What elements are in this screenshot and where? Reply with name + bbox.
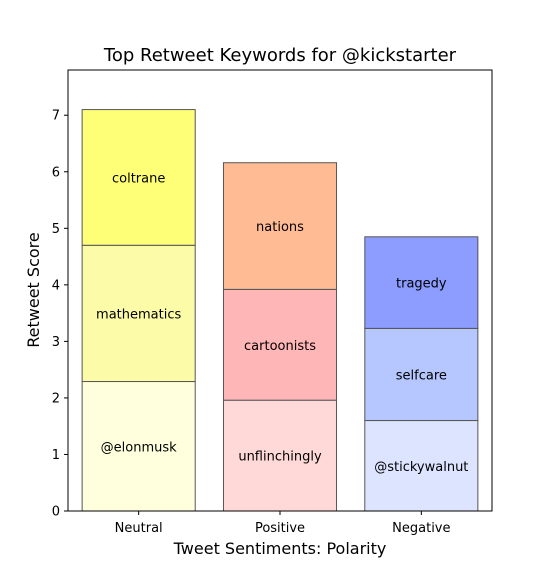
x-tick-label: Neutral: [115, 521, 163, 536]
segment-label: tragedy: [396, 277, 447, 292]
bar-segment: [222, 288, 338, 401]
x-tick-label: Negative: [392, 521, 450, 536]
bar-segment: [222, 162, 338, 290]
y-tick-label: 6: [52, 165, 60, 180]
y-tick-label: 0: [52, 505, 60, 520]
y-tick-label: 1: [52, 448, 60, 463]
bar-segment: [81, 381, 196, 512]
segment-label: unflinchingly: [238, 450, 322, 465]
x-axis-label: Tweet Sentiments: Polarity: [173, 539, 387, 558]
segment-label: mathematics: [96, 307, 181, 322]
segment-label: coltrane: [112, 171, 165, 186]
segment-label: nations: [256, 220, 304, 235]
x-tick-label: Positive: [255, 521, 305, 536]
bar-segment: [364, 236, 479, 329]
segment-label: cartoonists: [244, 339, 316, 354]
segment-label: selfcare: [396, 368, 447, 383]
y-tick-label: 2: [52, 391, 60, 406]
bar-segment: [81, 109, 196, 246]
y-axis-label: Retweet Score: [24, 232, 43, 347]
segment-label: @elonmusk: [101, 440, 177, 455]
bar-segment: [364, 327, 479, 422]
y-tick-label: 5: [52, 222, 60, 237]
y-tick-label: 7: [52, 109, 60, 124]
y-tick-label: 4: [52, 278, 60, 293]
plot-area: @elonmusk mathematics coltrane unflinchingl…: [52, 69, 493, 536]
bar-segment: [222, 399, 338, 512]
chart-title: Top Retweet Keywords for @kickstarter: [103, 45, 457, 66]
bar-segment: [81, 244, 196, 383]
y-tick-label: 3: [52, 335, 60, 350]
segment-label: @stickywalnut: [374, 460, 468, 475]
